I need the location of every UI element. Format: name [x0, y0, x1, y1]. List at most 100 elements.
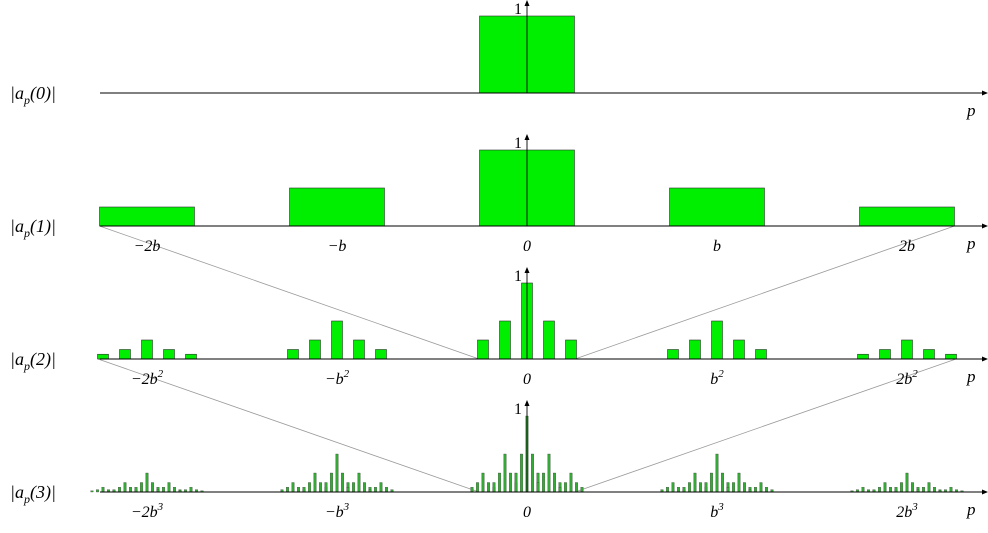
bar-row2-3-2	[711, 320, 723, 360]
label-layer: 1p|ap(0)|1p|ap(1)|−2b −b 0 b 2b1p|ap(2)|−2b2…	[10, 1, 976, 521]
bar-row3-2-2-1	[520, 453, 523, 493]
axis-variable-row1: p	[966, 234, 976, 253]
bar-row3-1-1-0	[302, 487, 306, 493]
bar-row3-4-1-1	[878, 487, 881, 493]
bar-row2-2-1	[499, 320, 511, 360]
bar-row3-2-2-0	[514, 472, 518, 493]
bar-row3-1-1-1	[308, 482, 311, 493]
bar-row3-0-0-1	[96, 489, 99, 493]
bar-row2-3-3	[733, 339, 745, 360]
bar-row3-1-3-2	[357, 472, 361, 493]
bar-row3-4-3-1	[922, 487, 925, 493]
bar-row1-1	[289, 187, 385, 227]
bar-row3-1-0-3	[297, 487, 300, 493]
bar-row2-4-2	[901, 339, 913, 360]
row-label-1: |ap(1)|	[10, 216, 56, 240]
bar-row3-2-3-1	[542, 472, 545, 493]
bar-row3-0-2-0	[134, 487, 138, 493]
bar-row3-3-3-3	[743, 482, 746, 493]
axis-variable-row0: p	[966, 101, 976, 120]
bar-row3-2-4-0	[558, 487, 562, 493]
bar-row3-3-1-2	[693, 472, 697, 493]
tick-label-row3-4: 2b3	[896, 501, 918, 521]
axis-arrow-row0	[982, 90, 988, 96]
bar-row3-4-2-2	[905, 472, 909, 493]
bar-row3-1-2-3	[341, 472, 344, 493]
bar-row3-2-1-3	[509, 472, 512, 493]
bar-row3-0-3-2	[167, 482, 171, 493]
axis-layer	[100, 0, 988, 495]
bar-row3-0-1-2	[123, 482, 127, 493]
bar-row3-1-4-2	[379, 482, 383, 493]
tick-label-row1-1: −b	[328, 238, 347, 255]
bar-row3-3-0-3	[677, 487, 680, 493]
bar-row3-3-1-3	[699, 482, 702, 493]
tick-label-row1-4: 2b	[899, 238, 915, 255]
peak-label-row1: 1	[514, 135, 522, 152]
peak-label-row3: 1	[514, 401, 522, 418]
bar-row2-2-4	[565, 339, 577, 360]
peak-label-row0: 1	[514, 1, 522, 18]
bar-row2-4-3	[923, 349, 935, 360]
bar-row3-2-3-3	[553, 472, 556, 493]
axis-arrow-row3	[982, 489, 988, 495]
projection-lines	[97, 225, 957, 493]
tick-label-row2-3: b2	[710, 368, 724, 388]
bar-row3-1-2-1	[330, 472, 333, 493]
bar-row3-2-2-3	[531, 453, 534, 493]
bar-row3-0-0-0	[90, 490, 94, 493]
tick-label-row1-2: 0	[523, 238, 531, 255]
bar-row3-2-0-1	[476, 482, 479, 493]
bar-row3-0-2-2	[145, 472, 149, 493]
bar-row3-3-2-2	[715, 453, 719, 493]
tick-label-row2-1: −b2	[325, 368, 350, 388]
vertical-arrow-row2	[524, 267, 530, 273]
vertical-arrow-row3	[524, 400, 530, 406]
bar-row3-4-3-2	[927, 482, 931, 493]
bar-row2-3-1	[689, 339, 701, 360]
bar-row3-3-1-0	[682, 487, 686, 493]
bar-row3-0-0-2	[101, 487, 105, 493]
bar-row3-3-4-3	[765, 487, 768, 493]
tick-label-row1-0: −2b	[134, 238, 161, 255]
bar-row3-1-1-3	[319, 482, 322, 493]
bar-row2-2-3	[543, 320, 555, 360]
bar-row3-0-3-1	[162, 487, 165, 493]
bar-row3-4-2-1	[900, 482, 903, 493]
peak-label-row2: 1	[514, 268, 522, 285]
bar-row3-4-1-3	[889, 487, 892, 493]
bar-row3-1-1-2	[313, 472, 317, 493]
bar-row3-2-1-0	[492, 482, 496, 493]
bar-row3-1-3-1	[352, 482, 355, 493]
vertical-arrow-row1	[524, 134, 530, 140]
bar-row3-3-4-2	[759, 482, 763, 493]
bar-row3-2-0-2	[481, 472, 485, 493]
bar-row3-1-2-2	[335, 453, 339, 493]
bar-row3-3-4-1	[754, 487, 757, 493]
row-label-3: |ap(3)|	[10, 482, 56, 506]
projection-line-left-2	[97, 358, 480, 493]
bar-row2-1-4	[375, 349, 387, 360]
bar-row3-3-0-2	[671, 482, 675, 493]
tick-label-row3-3: b3	[710, 501, 724, 521]
bar-row2-0-0	[97, 353, 109, 360]
vertical-arrow-row0	[524, 0, 530, 6]
bar-row2-1-1	[309, 339, 321, 360]
tick-label-row2-2: 0	[523, 371, 531, 388]
bar-row3-0-2-3	[151, 482, 154, 493]
bar-row2-0-3	[163, 349, 175, 360]
bar-row3-3-3-1	[732, 482, 735, 493]
bar-row2-0-4	[185, 353, 197, 360]
bar-row3-2-4-2	[569, 472, 573, 493]
bar-row3-1-0-2	[291, 482, 295, 493]
bar-row1-4	[859, 206, 955, 227]
tick-label-row2-4: 2b2	[896, 368, 918, 388]
bar-row3-2-1-1	[498, 472, 501, 493]
bar-row3-1-2-0	[324, 482, 328, 493]
bar-row3-4-4-2	[949, 487, 953, 493]
bar-row3-2-1-2	[503, 453, 507, 493]
bar-row2-4-1	[879, 349, 891, 360]
bar-row3-1-3-3	[363, 482, 366, 493]
bar-row3-0-3-3	[173, 487, 176, 493]
